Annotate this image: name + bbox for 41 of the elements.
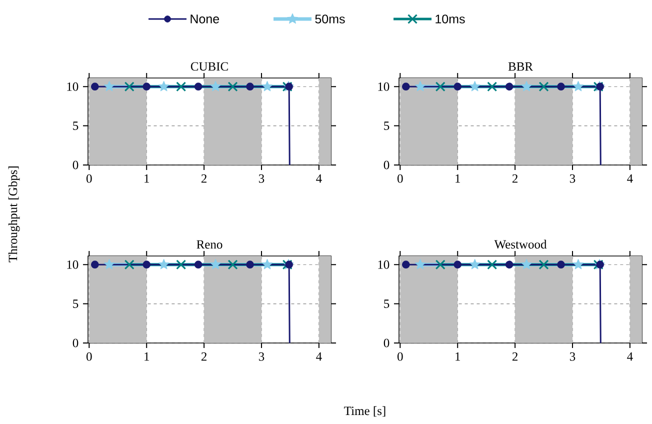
y-tick-label: 0 — [72, 338, 78, 348]
legend-label: 10ms — [436, 14, 465, 24]
y-tick-label: 0 — [384, 160, 390, 170]
x-tick-label: 3 — [570, 352, 576, 361]
y-tick-label: 10 — [378, 82, 390, 91]
x-tick-label: 1 — [144, 174, 149, 183]
y-tick-label: 5 — [73, 300, 78, 308]
x-tick-label: 0 — [86, 352, 92, 361]
y-tick-label: 5 — [384, 300, 390, 308]
y-tick-label: 5 — [384, 122, 390, 130]
y-tick-label: 10 — [67, 260, 78, 269]
y-tick-label: 10 — [378, 260, 390, 269]
x-tick-label: 3 — [570, 174, 576, 183]
x-tick-label: 4 — [316, 352, 322, 361]
x-tick-label: 4 — [627, 174, 633, 183]
x-tick-label: 1 — [456, 352, 460, 361]
x-tick-label: 1 — [456, 174, 460, 183]
x-tick-label: 4 — [316, 174, 322, 183]
chart-title: Westwood — [494, 240, 547, 249]
chart-title: CUBIC — [190, 62, 228, 71]
chart-title: Reno — [196, 240, 222, 249]
legend-label: 50ms — [315, 14, 345, 24]
x-tick-label: 4 — [627, 352, 633, 361]
x-tick-label: 3 — [258, 352, 264, 361]
x-tick-label: 1 — [144, 352, 149, 361]
x-tick-label: 2 — [201, 352, 206, 361]
x-tick-label: 0 — [86, 174, 92, 183]
y-axis-title: Throughput [Gbps] — [8, 166, 20, 262]
x-tick-label: 0 — [398, 174, 403, 183]
x-tick-label: 2 — [512, 174, 518, 183]
x-tick-label: 2 — [201, 174, 206, 183]
x-tick-label: 3 — [258, 174, 264, 183]
y-tick-label: 0 — [72, 160, 78, 170]
y-tick-label: 10 — [67, 82, 78, 91]
chart-title: BBR — [508, 62, 533, 71]
y-tick-label: 5 — [73, 122, 78, 130]
x-tick-label: 2 — [512, 352, 518, 361]
y-tick-label: 0 — [384, 338, 390, 348]
x-axis-title: Time [s] — [344, 406, 386, 417]
x-tick-label: 0 — [398, 352, 403, 361]
legend-label: None — [190, 14, 220, 24]
